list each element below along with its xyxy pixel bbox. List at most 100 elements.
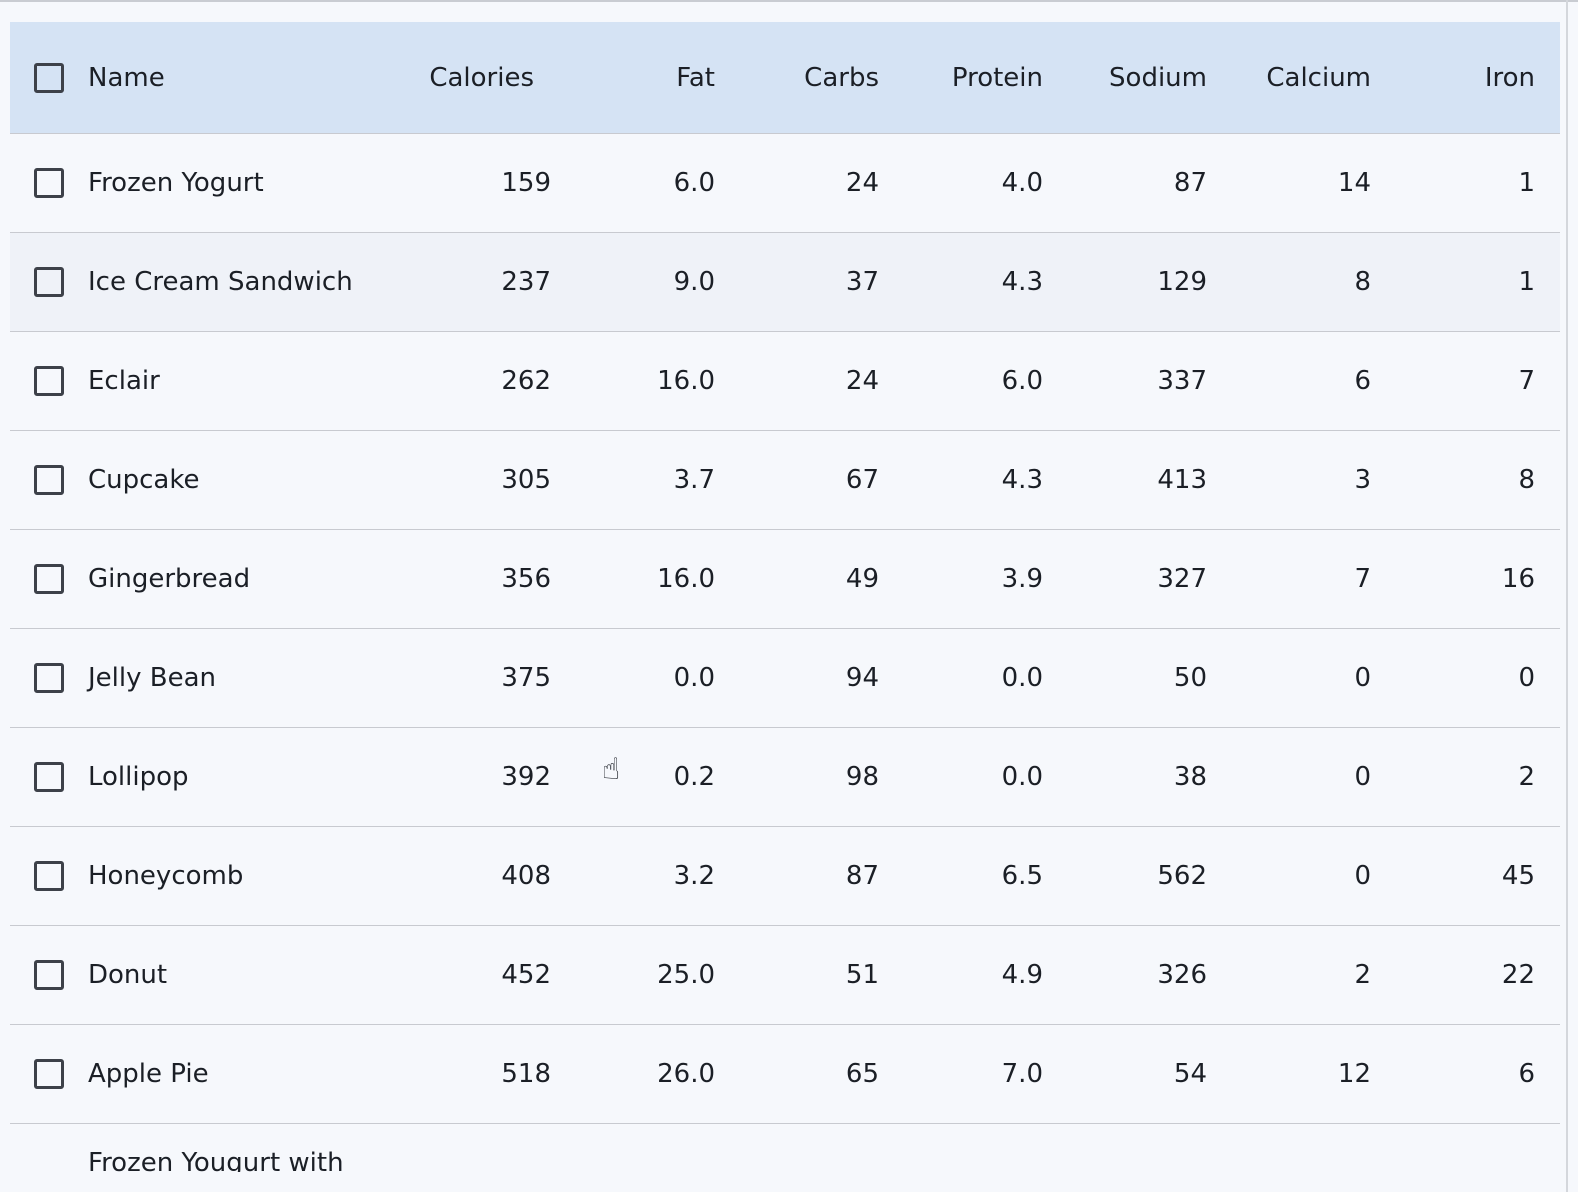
iron-cell: 1	[1518, 267, 1535, 297]
table-row[interactable]: Donut 452 25.0 51 4.9 326 2 22	[10, 926, 1560, 1025]
top-border	[0, 0, 1578, 2]
carbs-cell: 51	[845, 960, 879, 990]
carbs-cell: 24	[845, 366, 879, 396]
food-name: Gingerbread	[88, 564, 251, 594]
row-checkbox[interactable]	[34, 1059, 64, 1089]
calories-cell: 375	[501, 663, 551, 693]
calories-cell: 305	[501, 465, 551, 495]
calcium-cell: 2	[1354, 960, 1371, 990]
table-row[interactable]: Lollipop 392 0.2 98 0.0 38 0 2	[10, 728, 1560, 827]
header-protein[interactable]: Protein	[951, 62, 1043, 93]
sodium-cell: 38	[1173, 762, 1207, 792]
food-name: Jelly Bean	[88, 663, 217, 693]
header-name[interactable]: Name	[10, 62, 400, 93]
carbs-cell: 94	[845, 663, 879, 693]
row-checkbox[interactable]	[34, 762, 64, 792]
sodium-cell: 87	[1067, 1170, 1231, 1172]
calcium-cell: 0	[1354, 861, 1371, 891]
carbs-cell: 98	[845, 762, 879, 792]
carbs-cell: 67	[845, 465, 879, 495]
calories-cell: 518	[501, 1059, 551, 1089]
carbs-cell: 49	[845, 564, 879, 594]
header-iron[interactable]: Iron	[1484, 62, 1535, 93]
sodium-cell: 50	[1173, 663, 1207, 693]
iron-cell: 8	[1518, 465, 1535, 495]
food-name: Frozen Yogurt	[88, 168, 264, 198]
fat-cell: 0.2	[673, 762, 715, 792]
calories-cell: 392	[501, 762, 551, 792]
iron-cell: 16	[1501, 564, 1535, 594]
scrollbar-track[interactable]	[1566, 0, 1568, 1192]
sodium-cell: 87	[1173, 168, 1207, 198]
food-name: Lollipop	[88, 762, 189, 792]
header-carbs[interactable]: Carbs	[804, 62, 879, 93]
iron-cell: 2	[1518, 762, 1535, 792]
name-cell: Honeycomb	[10, 861, 400, 891]
name-cell: Frozen Yougurt with	[10, 1148, 400, 1172]
iron-cell: 6	[1518, 1059, 1535, 1089]
row-checkbox[interactable]	[34, 861, 64, 891]
row-checkbox[interactable]	[34, 168, 64, 198]
name-cell: Cupcake	[10, 465, 400, 495]
carbs-cell: 65	[845, 1059, 879, 1089]
row-checkbox[interactable]	[34, 663, 64, 693]
table-row[interactable]: Frozen Yogurt 159 6.0 24 4.0 87 14 1	[10, 134, 1560, 233]
iron-cell: 0	[1518, 663, 1535, 693]
fat-cell: 6.0	[673, 168, 715, 198]
fat-cell: 9.0	[673, 267, 715, 297]
carbs-cell: 24	[845, 168, 879, 198]
table-row[interactable]: Gingerbread 356 16.0 49 3.9 327 7 16	[10, 530, 1560, 629]
calories-cell: 452	[501, 960, 551, 990]
food-name: Apple Pie	[88, 1059, 209, 1089]
table-row[interactable]: Honeycomb 408 3.2 87 6.5 562 0 45	[10, 827, 1560, 926]
food-name: Eclair	[88, 366, 160, 396]
header-calories[interactable]: Calories	[429, 62, 534, 93]
data-table: Name Calories Fat Carbs Protein Sodium C…	[10, 22, 1560, 1172]
row-checkbox[interactable]	[34, 366, 64, 396]
hand-cursor-icon: ☝	[602, 752, 621, 787]
table-row[interactable]: Eclair 262 16.0 24 6.0 337 6 7	[10, 332, 1560, 431]
name-cell: Jelly Bean	[10, 663, 400, 693]
fat-cell: 25.0	[657, 960, 715, 990]
fat-cell: 16.0	[657, 366, 715, 396]
iron-cell: 22	[1501, 960, 1535, 990]
name-cell: Lollipop	[10, 762, 400, 792]
calcium-cell: 14	[1337, 168, 1371, 198]
fat-cell: 0.0	[673, 663, 715, 693]
header-calcium[interactable]: Calcium	[1266, 62, 1371, 93]
table-row[interactable]: Ice Cream Sandwich 237 9.0 37 4.3 129 8 1	[10, 233, 1560, 332]
row-checkbox[interactable]	[34, 564, 64, 594]
row-checkbox[interactable]	[34, 465, 64, 495]
calories-cell: 356	[501, 564, 551, 594]
name-cell: Frozen Yogurt	[10, 168, 400, 198]
protein-cell: 6.5	[1001, 861, 1043, 891]
carbs-cell: 87	[845, 861, 879, 891]
name-cell: Apple Pie	[10, 1059, 400, 1089]
calcium-cell: 8	[1354, 267, 1371, 297]
calcium-cell: 0	[1354, 762, 1371, 792]
header-sodium[interactable]: Sodium	[1109, 62, 1207, 93]
carbs-cell: 26	[739, 1170, 903, 1172]
protein-cell: 4.9	[1001, 960, 1043, 990]
iron-cell: 7	[1518, 366, 1535, 396]
name-cell: Donut	[10, 960, 400, 990]
row-checkbox[interactable]	[34, 267, 64, 297]
header-fat[interactable]: Fat	[676, 62, 715, 93]
food-name: Frozen Yougurt with	[88, 1148, 344, 1172]
protein-cell: 7.0	[1001, 1059, 1043, 1089]
fat-cell: 3.7	[673, 465, 715, 495]
iron-cell: 1	[1518, 168, 1535, 198]
iron-cell: 45	[1501, 861, 1535, 891]
table-row[interactable]: Cupcake 305 3.7 67 4.3 413 3 8	[10, 431, 1560, 530]
fat-cell: 6.0	[575, 1170, 739, 1172]
table-row[interactable]: Apple Pie 518 26.0 65 7.0 54 12 6	[10, 1025, 1560, 1124]
food-name: Honeycomb	[88, 861, 244, 891]
table-header: Name Calories Fat Carbs Protein Sodium C…	[10, 22, 1560, 134]
select-all-checkbox[interactable]	[34, 62, 64, 93]
protein-cell: 0.0	[1001, 663, 1043, 693]
food-name: Donut	[88, 960, 168, 990]
calcium-cell: 3	[1354, 465, 1371, 495]
row-checkbox[interactable]	[34, 960, 64, 990]
table-row[interactable]: Jelly Bean 375 0.0 94 0.0 50 0 0	[10, 629, 1560, 728]
